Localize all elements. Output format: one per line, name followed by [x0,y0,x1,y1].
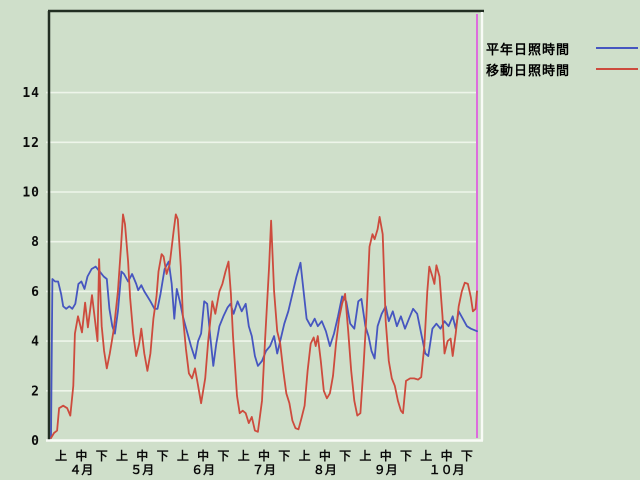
month-label-0: ４月 [69,463,93,477]
period-label-6-0: 上 [420,448,432,463]
y-tick-label-2: 2 [31,384,40,399]
period-label-1-2: 下 [157,449,169,463]
month-label-6: １０月 [429,463,465,477]
legend-line-normal-sunshine [596,47,638,49]
period-label-2-2: 下 [217,449,229,463]
legend-item-moving-sunshine: 移動日照時間 [486,62,638,79]
period-label-4-1: 中 [319,448,331,463]
period-label-5-1: 中 [380,448,392,463]
normal-sunshine-line [50,260,478,439]
period-label-2-1: 中 [197,448,209,463]
period-label-2-0: 上 [177,448,189,463]
month-label-5: ９月 [374,463,398,477]
period-label-6-2: 下 [461,449,473,463]
period-label-1-0: 上 [116,448,128,463]
period-label-6-1: 中 [441,448,453,463]
legend-label-normal-sunshine: 平年日照時間 [486,42,571,58]
period-label-3-0: 上 [238,448,250,463]
period-label-3-1: 中 [258,448,270,463]
period-label-4-2: 下 [339,449,351,463]
y-tick-label-4: 4 [31,335,40,350]
legend-line-moving-sunshine [596,68,638,70]
y-tick-label-12: 12 [22,136,40,151]
chart-legend: 平年日照時間 移動日照時間 [486,41,638,79]
period-label-1-1: 中 [136,448,148,463]
legend-item-normal-sunshine: 平年日照時間 [486,41,638,58]
moving-sunshine-line [50,213,478,439]
period-label-4-0: 上 [299,448,311,463]
month-label-4: ８月 [313,463,337,477]
period-label-0-2: 下 [96,449,108,463]
month-label-2: ６月 [191,463,215,477]
month-label-1: ５月 [130,463,154,477]
y-tick-label-14: 14 [22,86,40,101]
y-tick-label-8: 8 [31,235,40,250]
month-label-3: ７月 [252,463,276,477]
period-label-5-2: 下 [400,449,412,463]
period-label-0-0: 上 [55,448,67,463]
period-label-5-0: 上 [359,448,371,463]
y-tick-label-6: 6 [31,285,40,300]
period-label-0-1: 中 [75,448,87,463]
legend-label-moving-sunshine: 移動日照時間 [486,63,571,79]
y-tick-label-10: 10 [22,186,40,201]
y-tick-label-0: 0 [31,434,40,449]
period-label-3-2: 下 [278,449,290,463]
